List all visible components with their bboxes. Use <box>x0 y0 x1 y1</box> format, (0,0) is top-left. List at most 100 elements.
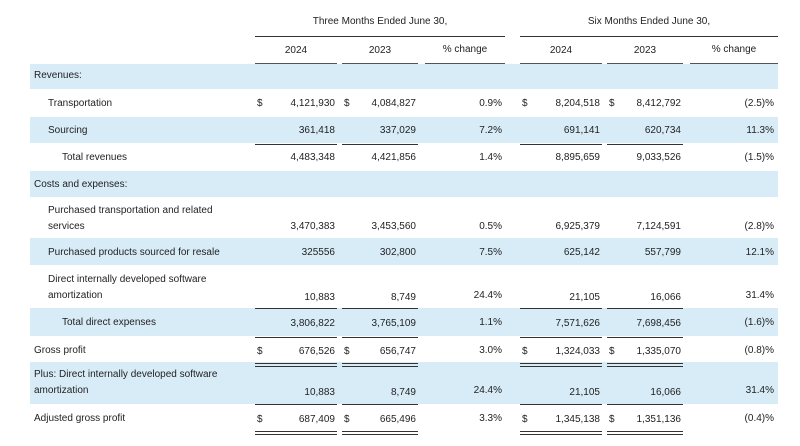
row-band-sourcing <box>30 117 778 143</box>
subtotal-rule <box>520 144 602 145</box>
col-header-3m-pct: % change <box>442 44 488 55</box>
cell-total-direct-6m-2024: 7,571,626 <box>555 318 601 329</box>
cell-purchased-transportation-3m-pct: 0.5% <box>479 221 502 232</box>
double-rule <box>520 366 602 367</box>
double-rule <box>255 366 337 367</box>
group-rule-three <box>255 36 505 37</box>
cell-purchased-products-3m-2024: 325556 <box>301 247 335 258</box>
col-header-6m-2024: 2024 <box>549 45 573 56</box>
cell-purchased-products-6m-2024: 625,142 <box>563 247 600 258</box>
row-band-total-direct <box>30 308 778 336</box>
dollar-sign: $ <box>257 98 263 109</box>
cell-purchased-products-6m-pct: 12.1% <box>745 247 774 258</box>
subtotal-rule <box>255 144 337 145</box>
dollar-sign: $ <box>344 346 350 357</box>
subtotal-rule <box>607 337 683 338</box>
row-label-sourcing: Sourcing <box>48 125 88 136</box>
dollar-sign: $ <box>344 414 350 425</box>
double-rule <box>342 366 418 367</box>
dollar-sign: $ <box>522 98 528 109</box>
col-header-6m-pct: % change <box>711 44 757 55</box>
cell-sourcing-6m-pct: 11.3% <box>746 125 774 136</box>
cell-sourcing-3m-2023: 337,029 <box>379 125 416 136</box>
cell-direct-software-3m-2023: 8,749 <box>390 292 416 303</box>
row-label-purchased-transportation-line2: services <box>48 221 85 232</box>
double-rule <box>607 363 683 364</box>
col-rule-6m-pct <box>690 63 778 64</box>
cell-direct-software-6m-2024: 21,105 <box>569 292 600 303</box>
dollar-sign: $ <box>344 98 350 109</box>
cell-direct-software-3m-pct: 24.4% <box>473 290 502 301</box>
dollar-sign: $ <box>609 346 615 357</box>
row-label-direct-software-line2: amortization <box>48 290 103 301</box>
row-band-revenues <box>30 64 778 89</box>
cell-total-revenues-6m-2024: 8,895,659 <box>555 152 601 163</box>
cell-direct-software-3m-2024: 10,883 <box>304 292 335 303</box>
cell-adjusted-gross-profit-6m-2024: 1,345,138 <box>555 414 601 425</box>
row-band-costs <box>30 171 778 197</box>
cell-transportation-6m-pct: (2.5)% <box>744 98 774 109</box>
subtotal-rule <box>342 308 418 309</box>
col-header-3m-2024: 2024 <box>284 45 308 56</box>
subtotal-rule <box>607 144 683 145</box>
subtotal-rule <box>255 404 337 405</box>
cell-transportation-3m-2024: 4,121,930 <box>290 98 336 109</box>
dollar-sign: $ <box>257 346 263 357</box>
cell-transportation-6m-2024: 8,204,518 <box>555 98 601 109</box>
cell-purchased-transportation-6m-2023: 7,124,591 <box>636 221 682 232</box>
row-label-adjusted-gross-profit: Adjusted gross profit <box>34 413 126 424</box>
dollar-sign: $ <box>257 414 263 425</box>
cell-adjusted-gross-profit-6m-pct: (0.4)% <box>744 413 774 424</box>
row-label-plus-software-line2: amortization <box>34 385 89 396</box>
cell-purchased-products-3m-2023: 302,800 <box>379 247 416 258</box>
double-rule <box>607 434 683 435</box>
row-label-purchased-transportation-line1: Purchased transportation and related <box>48 205 213 216</box>
double-rule <box>520 431 602 432</box>
dollar-sign: $ <box>609 414 615 425</box>
subtotal-rule <box>607 308 683 309</box>
cell-adjusted-gross-profit-6m-2023: 1,351,136 <box>636 414 682 425</box>
cell-plus-software-3m-2024: 10,883 <box>304 387 335 398</box>
row-label-transportation: Transportation <box>48 98 113 109</box>
double-rule <box>342 363 418 364</box>
cell-gross-profit-3m-pct: 3.0% <box>479 345 502 356</box>
cell-total-direct-3m-2024: 3,806,822 <box>290 318 336 329</box>
col-header-3m-2023: 2023 <box>368 45 392 56</box>
cell-gross-profit-3m-2023: 656,747 <box>379 346 416 357</box>
cell-purchased-products-6m-2023: 557,799 <box>644 247 681 258</box>
dollar-sign: $ <box>609 98 615 109</box>
double-rule <box>255 434 337 435</box>
subtotal-rule <box>607 404 683 405</box>
group-header-three-months: Three Months Ended June 30, <box>312 16 448 27</box>
cell-adjusted-gross-profit-3m-2023: 665,496 <box>379 414 416 425</box>
double-rule <box>520 434 602 435</box>
cell-plus-software-3m-2023: 8,749 <box>390 387 416 398</box>
double-rule <box>520 363 602 364</box>
cell-transportation-3m-2023: 4,084,827 <box>371 98 417 109</box>
double-rule <box>607 431 683 432</box>
cell-purchased-transportation-3m-2024: 3,470,383 <box>290 221 336 232</box>
group-rule-six <box>520 36 778 37</box>
cell-total-revenues-6m-pct: (1.5)% <box>744 152 774 163</box>
cell-gross-profit-6m-pct: (0.8)% <box>744 345 774 356</box>
double-rule <box>342 431 418 432</box>
row-band-purchased-products <box>30 238 778 265</box>
section-label-costs: Costs and expenses: <box>34 179 128 190</box>
col-rule-3m-2023 <box>342 63 418 64</box>
subtotal-rule <box>342 404 418 405</box>
cell-sourcing-3m-pct: 7.2% <box>479 125 502 136</box>
subtotal-rule <box>342 337 418 338</box>
col-rule-6m-2023 <box>607 63 683 64</box>
cell-transportation-6m-2023: 8,412,792 <box>636 98 682 109</box>
cell-total-direct-6m-pct: (1.6)% <box>744 317 774 328</box>
subtotal-rule <box>520 404 602 405</box>
cell-direct-software-6m-pct: 31.4% <box>745 290 774 301</box>
cell-purchased-transportation-6m-2024: 6,925,379 <box>555 221 601 232</box>
dollar-sign: $ <box>522 346 528 357</box>
row-label-purchased-products: Purchased products sourced for resale <box>48 247 220 258</box>
col-rule-6m-2024 <box>520 63 602 64</box>
cell-total-revenues-3m-2024: 4,483,348 <box>290 152 336 163</box>
double-rule <box>255 363 337 364</box>
cell-plus-software-6m-2023: 16,066 <box>650 387 681 398</box>
double-rule <box>342 434 418 435</box>
